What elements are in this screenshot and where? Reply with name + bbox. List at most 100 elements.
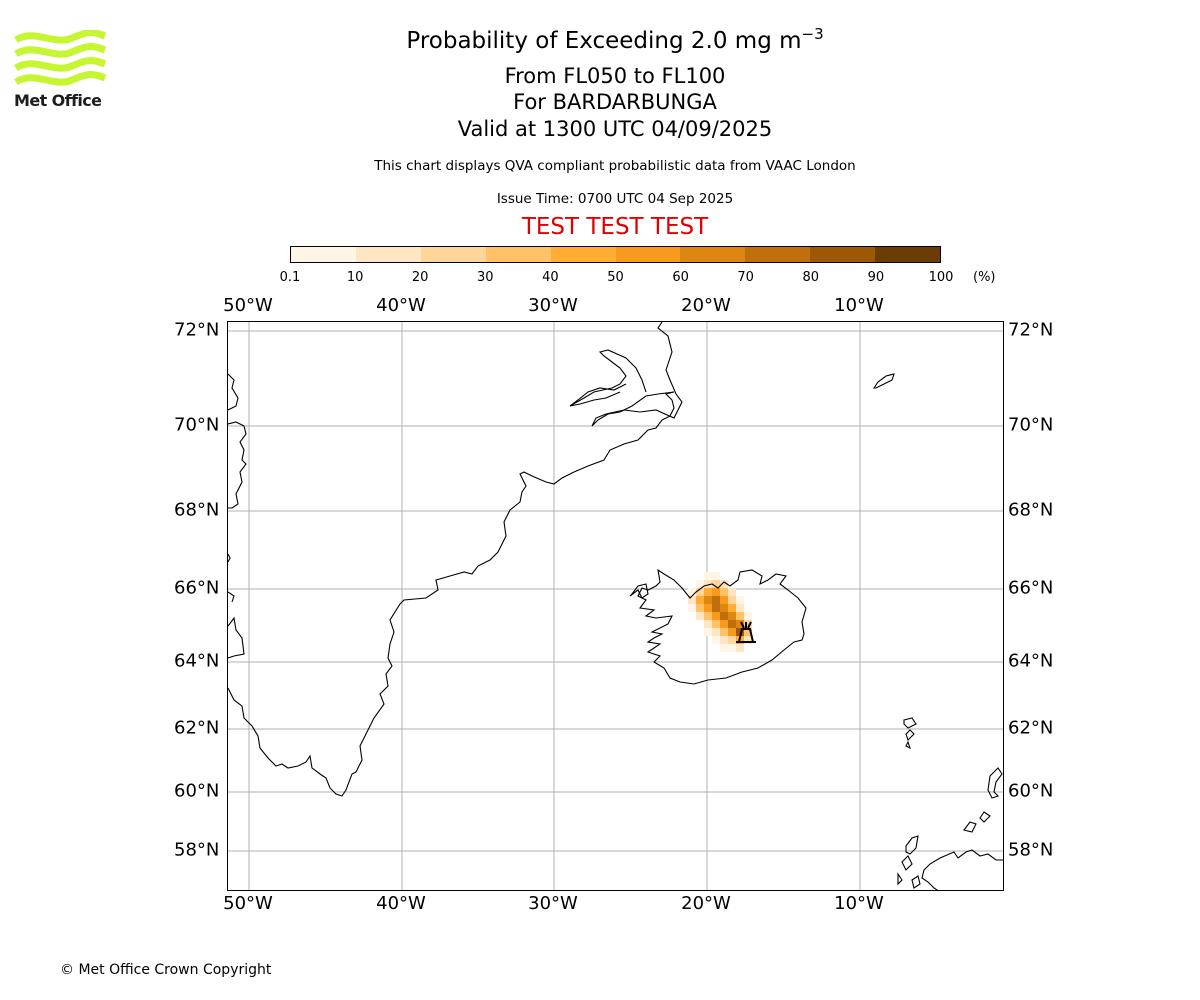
jan-mayen-coastline — [872, 373, 895, 389]
plume-cell — [704, 580, 712, 588]
issue-time: Issue Time: 0700 UTC 04 Sep 2025 — [496, 191, 734, 207]
hebrides-coastline — [897, 835, 921, 889]
plume-cell — [736, 644, 744, 652]
plume-cell — [704, 612, 712, 620]
plume-cell — [728, 612, 736, 620]
plume-cell — [728, 628, 736, 636]
greenland-west-edge-low3 — [228, 616, 245, 659]
plume-cell — [736, 612, 744, 620]
greenland-west-edge-low — [228, 553, 231, 563]
map-panel[interactable] — [227, 321, 1004, 891]
longitude-label: 50°W — [223, 295, 273, 316]
colorbar-segment — [485, 247, 551, 262]
plume-cell — [728, 644, 736, 652]
plume-cell — [712, 572, 720, 580]
colorbar-tick-label: 40 — [542, 270, 559, 285]
latitude-label: 72°N — [1008, 319, 1054, 341]
colorbar-segment — [420, 247, 486, 262]
latitude-label: 66°N — [1008, 577, 1054, 599]
greenland-west-edge-mid — [228, 421, 247, 509]
plume-cell — [704, 620, 712, 628]
plume-cell — [744, 636, 752, 644]
orkney-coastline — [963, 811, 991, 833]
longitude-label: 20°W — [681, 893, 731, 914]
colorbar-unit: (%) — [973, 270, 996, 285]
plume-cell — [736, 604, 744, 612]
colorbar-segment — [680, 247, 746, 262]
greenland-west-edge-low2 — [228, 591, 235, 603]
plume-cell — [736, 596, 744, 604]
greenland-peninsula-north — [569, 349, 647, 407]
latitude-label: 60°N — [1008, 780, 1054, 802]
colorbar-tick-label: 80 — [802, 270, 820, 285]
colorbar-segment — [550, 247, 616, 262]
colorbar-segment — [745, 247, 811, 262]
map-gridlines — [228, 322, 1003, 890]
plume-cell — [720, 620, 728, 628]
colorbar-tick-label: 10 — [346, 270, 364, 285]
plume-cell — [728, 604, 736, 612]
plume-cell — [704, 628, 712, 636]
plume-cell — [696, 588, 704, 596]
latitude-label: 68°N — [1008, 499, 1054, 521]
plume-cell — [720, 628, 728, 636]
latitude-label: 64°N — [174, 650, 220, 672]
test-banner: TEST TEST TEST — [521, 214, 709, 240]
plume-cell — [688, 588, 696, 596]
latitude-label: 60°N — [174, 780, 220, 802]
plume-cell — [728, 636, 736, 644]
chart-title-text: Probability of Exceeding 2.0 mg m — [406, 28, 802, 54]
plume-cell — [736, 628, 744, 636]
plume-cell — [744, 612, 752, 620]
latitude-label: 68°N — [174, 499, 220, 521]
plume-cell — [712, 588, 720, 596]
greenland-west-edge-top — [228, 373, 239, 411]
greenland-fjord-north — [591, 322, 683, 427]
plume-cell — [712, 620, 720, 628]
colorbar-segment — [810, 247, 876, 262]
colorbar-tick-label: 20 — [411, 270, 429, 285]
plume-cell — [720, 636, 728, 644]
plume-cell — [720, 644, 728, 652]
plume-cell — [712, 612, 720, 620]
plume-cell — [720, 580, 728, 588]
plume-cell — [688, 604, 696, 612]
latitude-label: 66°N — [174, 577, 220, 599]
longitude-label: 40°W — [376, 295, 426, 316]
plume-cell — [712, 636, 720, 644]
shetland-coastline — [987, 767, 1003, 799]
longitude-label: 50°W — [223, 893, 273, 914]
latitude-label: 62°N — [174, 717, 220, 739]
scotland-coastline — [921, 849, 1003, 890]
plume-cell — [712, 596, 720, 604]
latitude-label: 64°N — [1008, 650, 1054, 672]
latitude-label: 72°N — [174, 319, 220, 341]
colorbar-segment — [615, 247, 681, 262]
colorbar-tick-label: 0.1 — [279, 270, 301, 285]
plume-cell — [696, 580, 704, 588]
plume-cell — [728, 588, 736, 596]
chart-title: Probability of Exceeding 2.0 mg m−3 — [0, 25, 1200, 55]
longitude-label: 20°W — [681, 295, 731, 316]
plume-cell — [704, 604, 712, 612]
copyright-notice: © Met Office Crown Copyright — [60, 962, 272, 978]
iceland-coastline — [637, 568, 807, 685]
longitude-label: 10°W — [834, 893, 884, 914]
plume-cell — [688, 596, 696, 604]
plume-cell — [696, 604, 704, 612]
greenland-coastline — [228, 391, 675, 797]
colorbar-segment — [875, 247, 941, 262]
latitude-label: 58°N — [1008, 839, 1054, 861]
volcano-name: For BARDARBUNGA — [513, 90, 717, 114]
chart-title-superscript: −3 — [801, 25, 824, 43]
chart-description: This chart displays QVA compliant probab… — [374, 158, 856, 174]
longitude-label: 40°W — [376, 893, 426, 914]
plume-cell — [720, 588, 728, 596]
plume-cell — [712, 604, 720, 612]
faroe-islands-coastline — [903, 717, 917, 750]
volcano-icon[interactable] — [736, 621, 756, 643]
greenland-scoresby — [569, 383, 627, 407]
plume-cell — [712, 628, 720, 636]
longitude-label: 10°W — [834, 295, 884, 316]
map-canvas[interactable] — [228, 322, 1004, 891]
